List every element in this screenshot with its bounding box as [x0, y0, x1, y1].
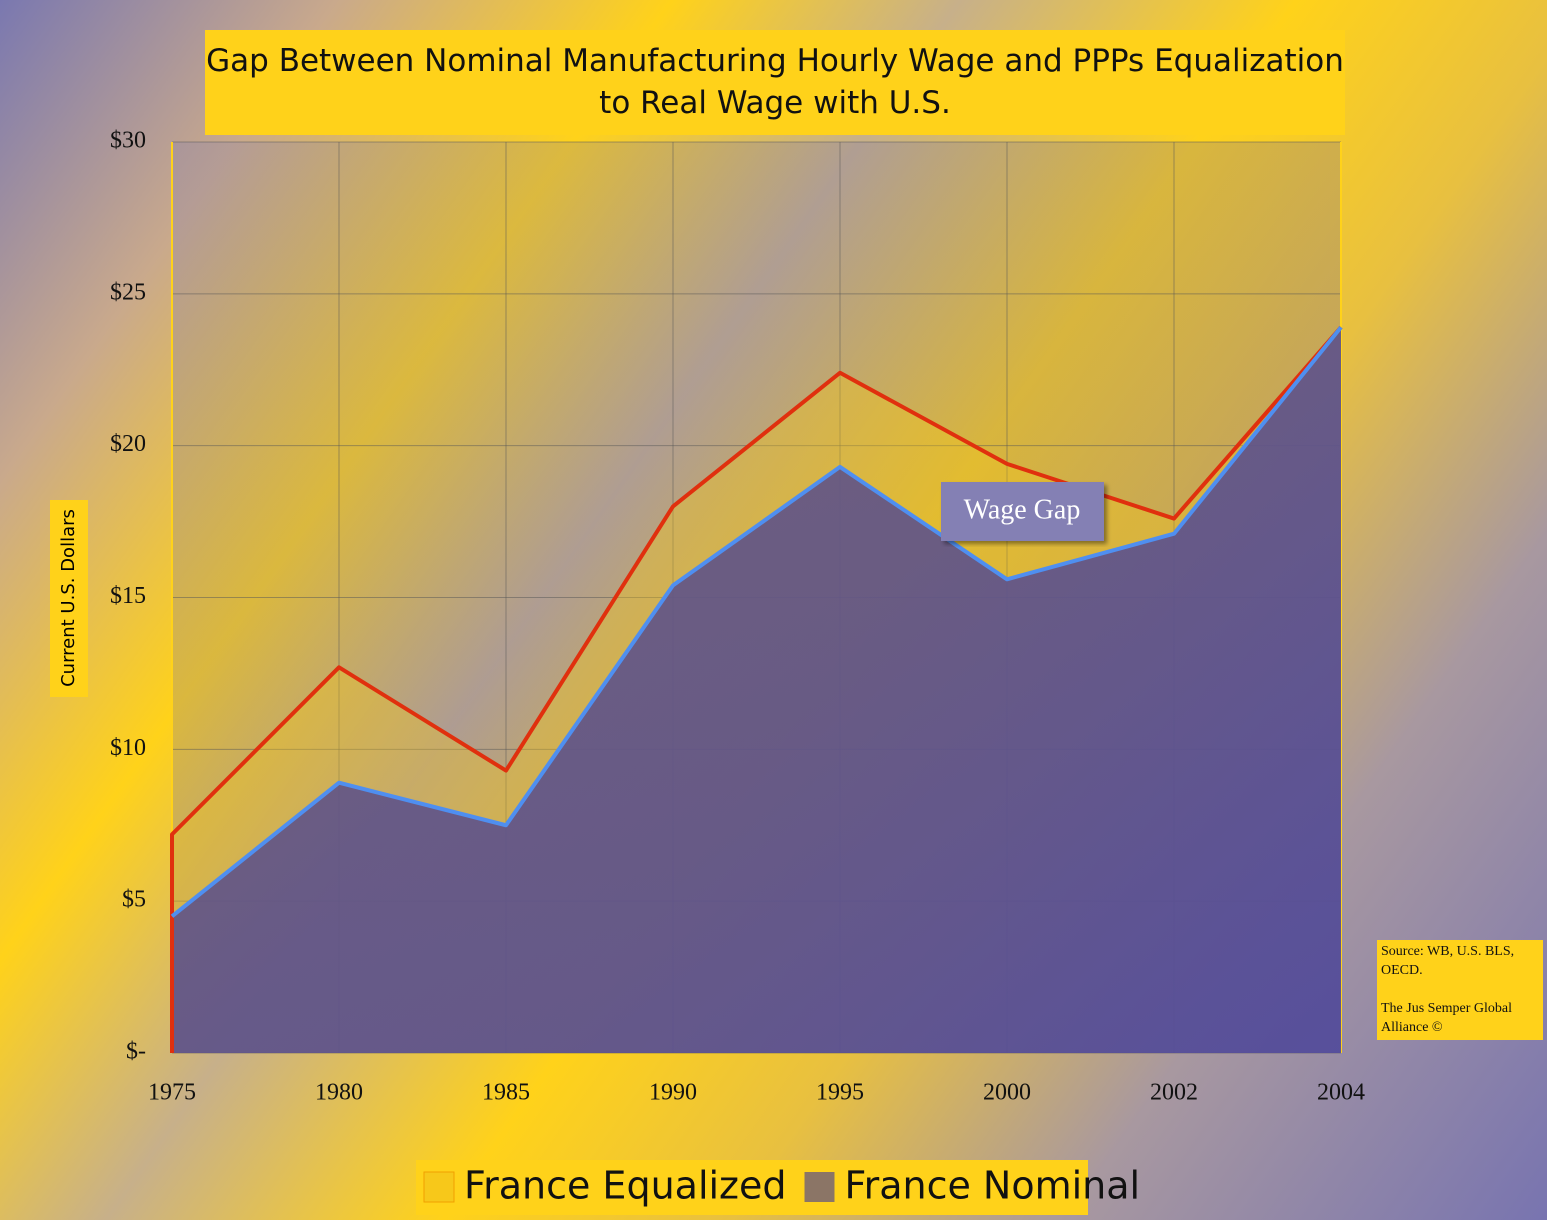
x-tick-label: 2000	[983, 1080, 1031, 1106]
source: Source: WB, U.S. BLS, OECD.	[1381, 944, 1515, 978]
y-tick-label: $15	[110, 583, 146, 609]
x-tick-label: 1995	[816, 1080, 864, 1106]
source-box: Source: WB, U.S. BLS, OECD. The Jus Semp…	[1377, 940, 1543, 1040]
y-tick-label: $-	[126, 1039, 146, 1065]
ylabel-box	[50, 500, 88, 697]
y-tick-label: $30	[110, 128, 146, 154]
legend	[416, 1160, 1088, 1215]
y-tick-label: $25	[110, 279, 146, 305]
chart-title: Gap Between Nominal Manufacturing Hourly…	[205, 30, 1345, 135]
legend-swatch	[804, 1172, 835, 1202]
credit: The Jus Semper Global Alliance ©	[1381, 1001, 1513, 1035]
x-tick-label: 1980	[315, 1080, 363, 1106]
x-tick-label: 1985	[482, 1080, 530, 1106]
x-tick-label: 1975	[148, 1080, 196, 1106]
annotation: Wage Gap	[964, 494, 1081, 525]
x-tick-label: 1990	[649, 1080, 697, 1106]
y-tick-label: $10	[110, 735, 146, 761]
x-tick-label: 2004	[1317, 1080, 1365, 1106]
legend-label: France Nominal	[845, 1164, 1141, 1208]
line	[170, 325, 1343, 1053]
legend-label: France Equalized	[464, 1164, 787, 1208]
y-tick-label: $5	[122, 887, 146, 913]
y-axis-label: Current U.S. Dollars	[58, 509, 79, 687]
area	[172, 327, 1341, 1053]
annotation-box	[941, 482, 1104, 541]
x-tick-label: 2002	[1150, 1080, 1198, 1106]
y-tick-label: $20	[110, 431, 146, 457]
legend-swatch	[423, 1171, 455, 1203]
line	[170, 325, 1343, 918]
